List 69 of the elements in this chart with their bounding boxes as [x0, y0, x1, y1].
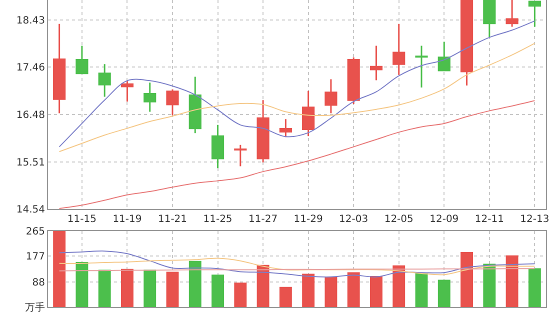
line-series [58, 250, 536, 278]
line-series [58, 42, 536, 152]
x-tick-label: 11-25 [203, 214, 232, 225]
bar [324, 276, 338, 307]
bar [256, 264, 270, 307]
bar [302, 274, 315, 307]
bar [188, 260, 202, 307]
bar [347, 272, 360, 307]
candlestick [324, 78, 338, 114]
y-tick-label: 265 [26, 226, 45, 238]
x-tick-label: 11-15 [67, 214, 96, 225]
x-tick-label: 12-13 [520, 214, 550, 225]
y-tick-label: 万手 [25, 302, 45, 314]
candlestick [415, 44, 428, 88]
line-series [58, 100, 536, 209]
bar [234, 282, 247, 307]
bar [392, 265, 406, 307]
y-tick-label: 88 [32, 277, 45, 288]
candlestick [256, 99, 270, 164]
bar [460, 252, 473, 307]
bar [438, 280, 450, 307]
candlestick [144, 82, 156, 113]
candlestick [120, 80, 134, 102]
bar [370, 276, 382, 307]
candlestick [98, 63, 111, 98]
bar [144, 270, 156, 307]
y-tick-label: 14.54 [16, 204, 45, 216]
candlestick [279, 118, 292, 138]
bar [76, 262, 88, 307]
bar [98, 270, 111, 307]
candlestick [506, 0, 518, 28]
candlestick [188, 76, 202, 134]
x-tick-label: 11-19 [112, 214, 142, 225]
y-tick-label: 17.46 [16, 62, 45, 74]
bar [528, 268, 541, 307]
candlestick [347, 56, 360, 105]
bar [121, 268, 134, 307]
candlestick [211, 124, 224, 169]
candlestick [76, 44, 88, 74]
bar [166, 272, 179, 307]
candlestick [166, 88, 179, 116]
x-tick-label: 12-11 [474, 214, 504, 225]
candlestick [53, 23, 66, 114]
x-tick-label: 11-27 [248, 214, 278, 225]
x-tick-label: 11-21 [158, 214, 188, 225]
bar [483, 264, 496, 307]
candlestick [370, 44, 383, 81]
y-tick-label: 18.43 [16, 15, 45, 26]
y-tick-label: 16.48 [16, 110, 45, 122]
bar [279, 286, 292, 307]
candlestick [483, 0, 496, 38]
line-series [58, 258, 536, 276]
x-tick-label: 11-29 [294, 214, 323, 225]
bar [212, 274, 224, 307]
candlestick [460, 0, 474, 86]
candlestick [302, 90, 315, 137]
bar [506, 255, 518, 307]
y-tick-label: 177 [26, 252, 45, 263]
line-series [58, 20, 536, 148]
candlestick [392, 23, 406, 76]
y-tick-label: 15.51 [16, 157, 45, 168]
candlestick [528, 0, 541, 28]
candlestick [234, 144, 247, 167]
candlestick [438, 41, 450, 72]
bar [53, 231, 66, 307]
x-tick-label: 12-05 [384, 214, 414, 225]
x-tick-label: 12-03 [339, 214, 368, 225]
x-tick-label: 12-09 [430, 214, 459, 225]
bar [415, 273, 428, 307]
